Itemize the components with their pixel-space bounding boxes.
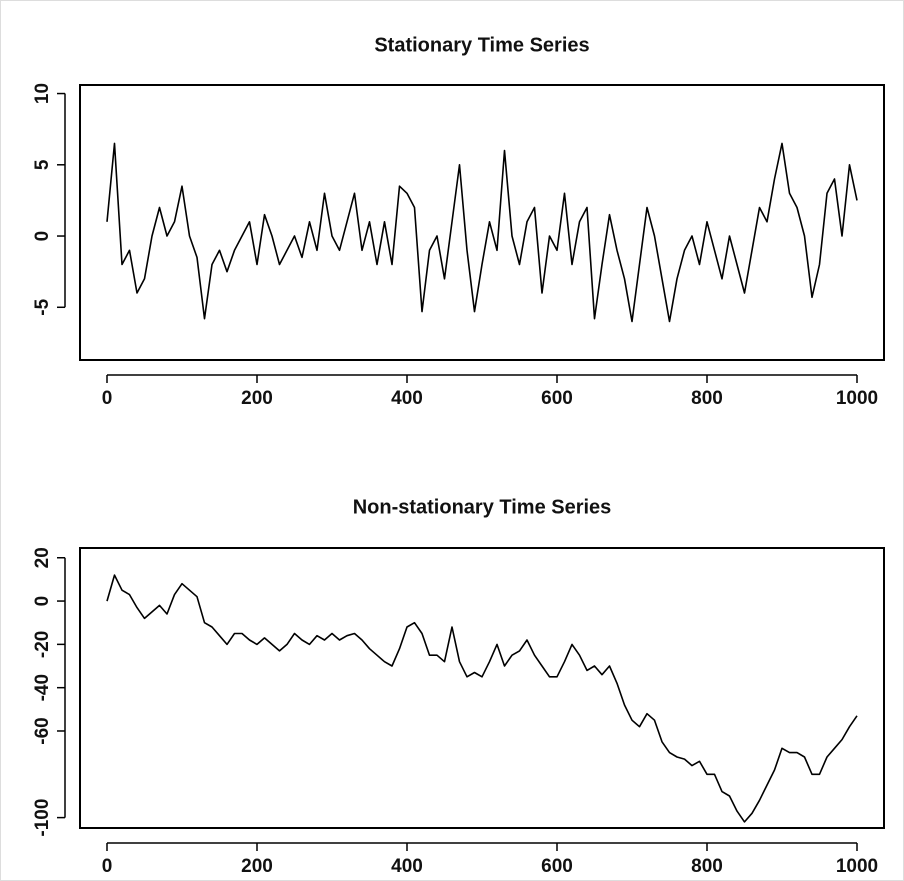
x-tick-label: 400 xyxy=(391,388,423,409)
chart-title: Stationary Time Series xyxy=(374,34,589,56)
y-tick-label: -40 xyxy=(32,674,53,701)
y-tick-label: 20 xyxy=(32,547,53,568)
x-tick-label: 800 xyxy=(691,388,723,409)
chart-title: Non-stationary Time Series xyxy=(353,496,612,518)
y-tick-label: -100 xyxy=(32,799,53,837)
x-tick-label: 400 xyxy=(391,856,423,877)
y-tick-label: 5 xyxy=(32,159,53,170)
x-tick-label: 600 xyxy=(541,388,573,409)
x-tick-label: 800 xyxy=(691,856,723,877)
x-tick-label: 200 xyxy=(241,856,273,877)
x-tick-label: 1000 xyxy=(836,388,878,409)
y-tick-label: 0 xyxy=(32,231,53,242)
y-tick-label: -20 xyxy=(32,631,53,658)
chart: Stationary Time Series 0 200 400 600 800 1000 -… xyxy=(32,34,885,409)
plot-box xyxy=(79,84,885,361)
y-tick-label: -5 xyxy=(32,298,53,315)
series-line xyxy=(106,142,858,323)
x-tick-label: 0 xyxy=(102,856,113,877)
x-tick-label: 0 xyxy=(102,388,113,409)
y-tick-label: 10 xyxy=(32,83,53,104)
x-tick-label: 1000 xyxy=(836,856,878,877)
x-tick-label: 600 xyxy=(541,856,573,877)
y-tick-label: -60 xyxy=(32,717,53,744)
x-tick-label: 200 xyxy=(241,388,273,409)
plot-box xyxy=(79,547,885,829)
y-tick-label: 0 xyxy=(32,596,53,607)
series-line xyxy=(106,574,858,823)
